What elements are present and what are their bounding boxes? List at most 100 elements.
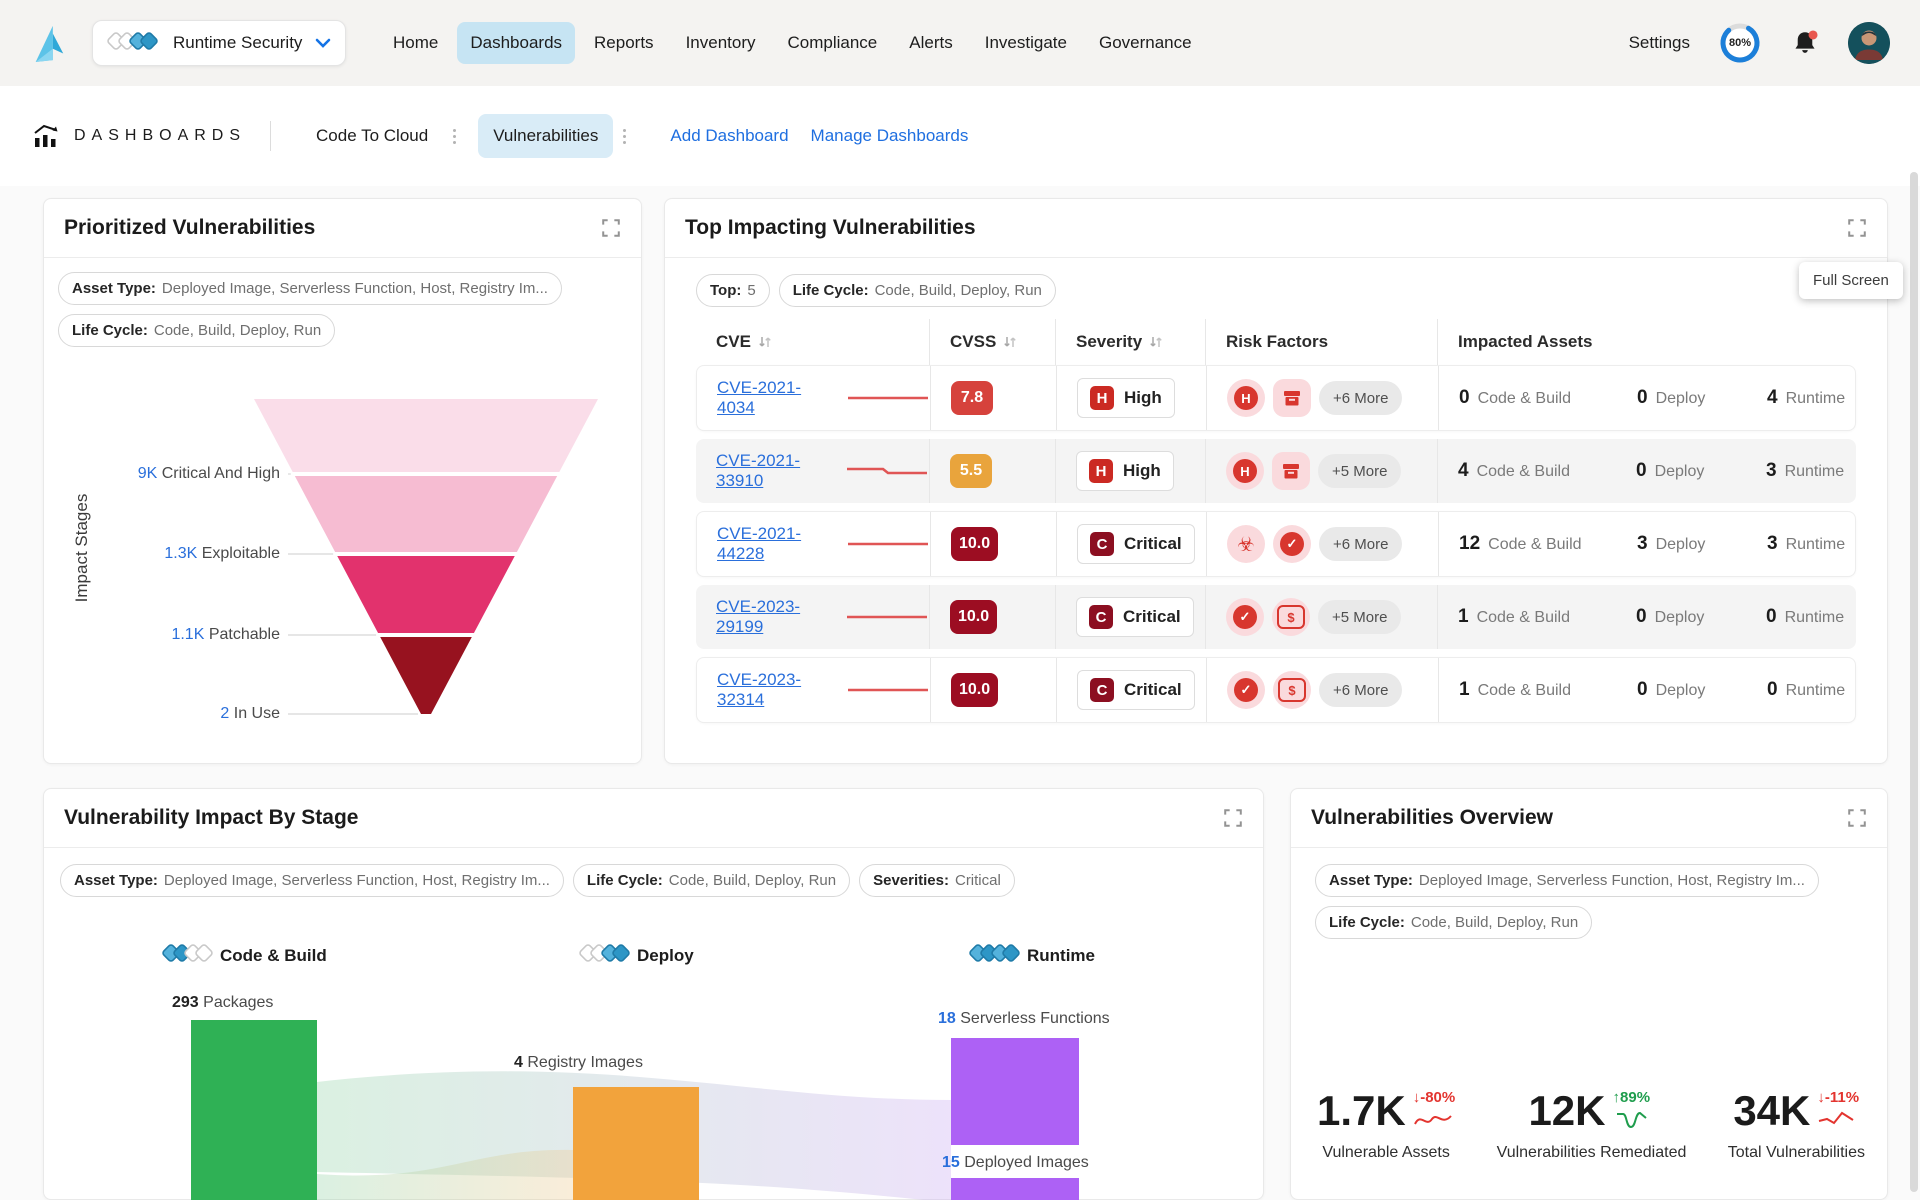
risk-more-button[interactable]: +6 More	[1319, 527, 1403, 561]
stage-deploy-label: Deploy	[579, 940, 694, 971]
sort-icon	[1150, 337, 1162, 347]
cvss-badge: 7.8	[951, 381, 993, 415]
life-cycle-filter-chip[interactable]: Life Cycle: Code, Build, Deploy, Run	[58, 314, 336, 347]
progress-ring-icon	[1720, 23, 1760, 63]
expand-icon[interactable]	[1847, 808, 1867, 828]
cvss-badge: 5.5	[950, 454, 992, 488]
add-dashboard-link[interactable]: Add Dashboard	[670, 126, 789, 145]
funnel-stage-label: 1.3K Exploitable	[164, 545, 280, 562]
manage-dashboards-link[interactable]: Manage Dashboards	[810, 126, 969, 145]
cve-link[interactable]: CVE-2021-44228	[717, 524, 802, 563]
settings-button[interactable]: Settings	[1628, 33, 1690, 52]
assets-runtime: 3 Runtime	[1766, 460, 1845, 481]
cve-link[interactable]: CVE-2021-4034	[717, 378, 802, 417]
life-cycle-filter-chip[interactable]: Life Cycle: Code, Build, Deploy, Run	[572, 864, 851, 897]
section-title: DASHBOARDS	[74, 127, 247, 144]
funnel-stage-label: 1.1K Patchable	[171, 626, 280, 643]
trend-sparkline-icon	[848, 396, 928, 400]
risk-more-button[interactable]: +5 More	[1318, 454, 1402, 488]
column-header-cvss[interactable]: CVSS	[930, 319, 1056, 365]
stage-code-build-label: Code & Build	[162, 940, 327, 971]
sankey-node-label-deployed-images: 15 Deployed Images	[942, 1154, 1089, 1171]
severities-filter-chip[interactable]: Severities: Critical	[859, 864, 1015, 897]
column-header-risk-factors: Risk Factors	[1206, 319, 1438, 365]
sankey-node[interactable]	[951, 1178, 1079, 1200]
life-cycle-filter-chip[interactable]: Life Cycle: Code, Build, Deploy, Run	[1315, 906, 1593, 939]
dashboards-chart-icon	[34, 124, 58, 147]
funnel-segment[interactable]	[254, 399, 598, 472]
table-row[interactable]: CVE-2023-32314 10.0 C Critical ✓ $ +6 Mo…	[696, 657, 1856, 723]
card-title: Prioritized Vulnerabilities	[64, 216, 316, 239]
table-row[interactable]: CVE-2021-4034 7.8 H High H +6 More 0 Code…	[696, 365, 1856, 431]
nav-item-investigate[interactable]: Investigate	[984, 33, 1067, 52]
top-filter-chip[interactable]: Top: 5	[696, 274, 770, 307]
filter-chips: Top: 5 Life Cycle: Code, Build, Deploy, Ru…	[696, 274, 1856, 307]
risk-more-button[interactable]: +6 More	[1319, 381, 1403, 415]
sankey-node[interactable]	[573, 1087, 699, 1200]
table-row[interactable]: CVE-2021-44228 10.0 C Critical ☣ ✓ +6 Mo…	[696, 511, 1856, 577]
life-cycle-filter-chip[interactable]: Life Cycle: Code, Build, Deploy, Run	[778, 274, 1056, 307]
table-row[interactable]: CVE-2023-29199 10.0 C Critical ✓ $ +5 Mo…	[696, 585, 1856, 649]
progress-ring[interactable]: 80%	[1718, 21, 1762, 65]
stat-sparkline-icon	[1616, 1111, 1647, 1129]
trend-sparkline-icon	[848, 688, 928, 692]
funnel-chart[interactable]	[44, 200, 643, 766]
assets-deploy: 3 Deploy	[1637, 533, 1706, 554]
column-header-severity[interactable]: Severity	[1056, 319, 1206, 365]
severity-badge: H High	[1076, 451, 1174, 491]
nav-item-dashboards[interactable]: Dashboards	[457, 22, 576, 64]
nav-item-inventory[interactable]: Inventory	[685, 33, 756, 52]
notifications-bell-icon[interactable]	[1790, 28, 1820, 58]
code-to-cloud-menu-icon[interactable]	[447, 123, 462, 150]
nav-item-home[interactable]: Home	[393, 33, 439, 52]
toolbar-divider	[270, 121, 272, 151]
nav-item-alerts[interactable]: Alerts	[909, 33, 953, 52]
risk-more-button[interactable]: +5 More	[1318, 600, 1402, 634]
risk-money-icon: $	[1272, 598, 1310, 636]
asset-type-filter-chip[interactable]: Asset Type: Deployed Image, Serverless Fu…	[1315, 864, 1819, 897]
sankey-chart[interactable]	[44, 848, 1265, 1200]
risk-check-icon: ✓	[1273, 525, 1311, 563]
page-scrollbar[interactable]	[1910, 172, 1918, 1192]
sankey-node[interactable]	[951, 1038, 1079, 1145]
stat-sparkline-icon	[1819, 1111, 1854, 1125]
table-row[interactable]: CVE-2021-33910 5.5 H High H +5 More 4 Cod…	[696, 439, 1856, 503]
nav-item-governance[interactable]: Governance	[1098, 33, 1192, 52]
vulnerabilities-menu-icon[interactable]	[617, 123, 632, 150]
risk-more-button[interactable]: +6 More	[1319, 673, 1403, 707]
cve-link[interactable]: CVE-2023-32314	[717, 670, 802, 709]
asset-type-filter-chip[interactable]: Asset Type: Deployed Image, Serverless Fu…	[58, 272, 562, 305]
funnel-axis-label: Impact Stages	[72, 493, 91, 603]
assets-code-build: 1 Code & Build	[1459, 679, 1571, 700]
nav-item-compliance[interactable]: Compliance	[787, 33, 878, 52]
expand-icon[interactable]	[1223, 808, 1243, 828]
funnel-segment[interactable]	[380, 637, 472, 714]
sankey-node-label-serverless-functions: 18 Serverless Functions	[938, 1010, 1110, 1027]
tab-vulnerabilities[interactable]: Vulnerabilities	[478, 114, 614, 158]
prisma-logo-icon[interactable]	[30, 21, 68, 65]
tab-code-to-cloud[interactable]: Code To Cloud	[316, 126, 429, 145]
risk-biohazard-icon: ☣	[1227, 525, 1265, 563]
assets-deploy: 0 Deploy	[1637, 679, 1706, 700]
funnel-segment[interactable]	[337, 556, 515, 633]
asset-type-filter-chip[interactable]: Asset Type: Deployed Image, Serverless Fu…	[60, 864, 564, 897]
expand-icon[interactable]	[601, 218, 621, 238]
funnel-segment[interactable]	[294, 476, 558, 552]
user-avatar[interactable]	[1848, 22, 1890, 64]
sankey-node[interactable]	[191, 1020, 317, 1200]
nav-item-reports[interactable]: Reports	[594, 33, 654, 52]
cve-link[interactable]: CVE-2021-33910	[716, 451, 801, 490]
assets-deploy: 0 Deploy	[1637, 387, 1706, 408]
product-selector-dropdown[interactable]: Runtime Security	[92, 20, 346, 66]
cve-link[interactable]: CVE-2023-29199	[716, 597, 801, 636]
chevron-down-icon	[315, 38, 331, 48]
column-header-cve[interactable]: CVE	[696, 319, 930, 365]
card-title: Vulnerability Impact By Stage	[64, 806, 359, 829]
filter-chips: Asset Type: Deployed Image, Serverless Fu…	[58, 272, 562, 347]
risk-money-icon: $	[1273, 671, 1311, 709]
card-title: Vulnerabilities Overview	[1311, 806, 1553, 829]
assets-code-build: 0 Code & Build	[1459, 387, 1571, 408]
expand-icon[interactable]	[1847, 218, 1867, 238]
filter-chips: Asset Type: Deployed Image, Serverless Fu…	[60, 864, 1015, 897]
trend-sparkline-icon	[847, 467, 927, 475]
